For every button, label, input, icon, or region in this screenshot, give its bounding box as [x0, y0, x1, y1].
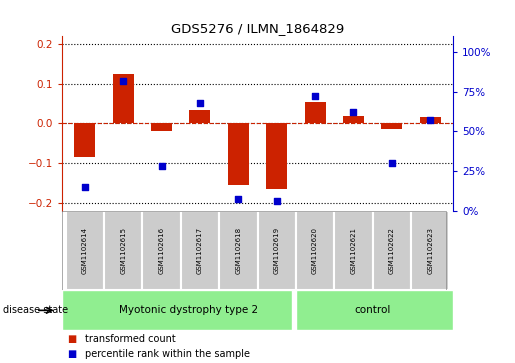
Text: GSM1102619: GSM1102619	[273, 227, 280, 274]
Bar	[228, 123, 249, 185]
Bar	[381, 123, 402, 129]
Text: disease state: disease state	[3, 305, 67, 315]
Point	[388, 160, 396, 166]
Point	[234, 196, 243, 202]
Bar	[113, 74, 134, 123]
Text: GSM1102617: GSM1102617	[197, 227, 203, 274]
Point	[426, 117, 434, 123]
Point	[81, 184, 89, 190]
Text: Myotonic dystrophy type 2: Myotonic dystrophy type 2	[119, 305, 258, 315]
Bar	[296, 290, 453, 330]
Bar	[151, 123, 172, 131]
Bar	[411, 211, 450, 290]
Text: control: control	[354, 305, 391, 315]
Text: GSM1102615: GSM1102615	[120, 227, 126, 274]
Point	[119, 78, 127, 83]
Text: transformed count: transformed count	[85, 334, 176, 344]
Bar	[219, 211, 258, 290]
Bar	[142, 211, 181, 290]
Bar	[296, 211, 334, 290]
Bar	[343, 115, 364, 123]
Bar	[62, 290, 292, 330]
Bar	[65, 211, 104, 290]
Text: GSM1102622: GSM1102622	[389, 227, 395, 274]
Text: GSM1102620: GSM1102620	[312, 227, 318, 274]
Point	[158, 163, 166, 169]
Text: percentile rank within the sample: percentile rank within the sample	[85, 349, 250, 359]
Bar	[258, 211, 296, 290]
Point	[196, 100, 204, 106]
Point	[311, 94, 319, 99]
Text: GSM1102614: GSM1102614	[82, 227, 88, 274]
Text: GSM1102616: GSM1102616	[159, 227, 165, 274]
Text: GSM1102623: GSM1102623	[427, 227, 433, 274]
Bar	[304, 102, 325, 123]
Bar	[334, 211, 373, 290]
Bar	[181, 211, 219, 290]
Bar	[420, 118, 441, 123]
Bar	[190, 110, 211, 123]
Bar	[104, 211, 142, 290]
Bar	[373, 211, 411, 290]
Title: GDS5276 / ILMN_1864829: GDS5276 / ILMN_1864829	[171, 22, 344, 35]
Text: GSM1102618: GSM1102618	[235, 227, 242, 274]
Bar	[266, 123, 287, 189]
Point	[349, 109, 357, 115]
Point	[272, 198, 281, 204]
Text: ■: ■	[67, 349, 76, 359]
Text: ■: ■	[67, 334, 76, 344]
Text: GSM1102621: GSM1102621	[350, 227, 356, 274]
Bar	[74, 123, 95, 157]
